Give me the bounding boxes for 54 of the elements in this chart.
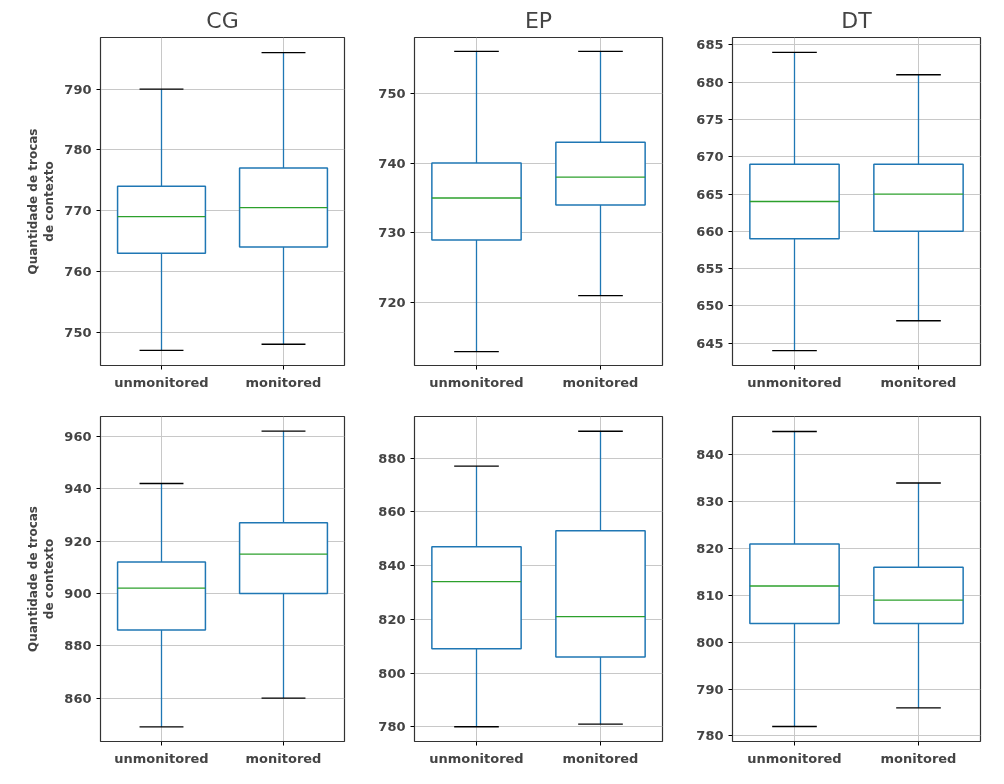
y-tick-label: 790 [64, 81, 92, 97]
y-tick-label: 880 [64, 638, 92, 654]
y-tick-label: 750 [378, 85, 406, 101]
chart-title: DT [841, 7, 873, 33]
y-tick-label: 650 [696, 298, 724, 314]
y-tick-label: 880 [378, 450, 406, 466]
y-tick-label: 860 [64, 690, 92, 706]
y-tick-label: 665 [696, 186, 724, 202]
y-tick-label: 780 [378, 719, 406, 735]
y-tick-label: 960 [64, 428, 92, 444]
y-tick-label: 800 [378, 665, 406, 681]
x-tick-label: unmonitored [747, 374, 842, 390]
x-tick-label: unmonitored [429, 750, 524, 766]
y-tick-label: 810 [696, 587, 724, 603]
y-tick-label: 860 [378, 504, 406, 520]
x-tick-label: unmonitored [114, 750, 209, 766]
x-tick-label: unmonitored [747, 750, 842, 766]
y-tick-label: 900 [64, 585, 92, 601]
y-tick-label: 660 [696, 223, 724, 239]
y-tick-label: 920 [64, 533, 92, 549]
y-tick-label: 645 [696, 335, 724, 351]
y-tick-label: 680 [696, 74, 724, 90]
y-axis-title: Quantidade de trocas de contexto [25, 128, 57, 275]
x-tick-label: unmonitored [429, 374, 524, 390]
y-tick-label: 830 [696, 494, 724, 510]
y-tick-label: 730 [378, 225, 406, 241]
y-tick-label: 685 [696, 37, 724, 53]
chart-title: EP [524, 7, 553, 33]
x-tick-label: monitored [245, 750, 322, 766]
y-tick-label: 790 [696, 681, 724, 697]
x-tick-label: unmonitored [114, 374, 209, 390]
y-tick-label: 800 [696, 634, 724, 650]
y-tick-label: 760 [64, 263, 92, 279]
chart-title: CG [206, 7, 239, 33]
y-tick-label: 840 [378, 558, 406, 574]
y-tick-label: 780 [696, 728, 724, 744]
y-tick-label: 740 [378, 155, 406, 171]
y-tick-label: 770 [64, 203, 92, 219]
y-tick-label: 820 [378, 611, 406, 627]
x-tick-label: monitored [562, 374, 639, 390]
x-tick-label: monitored [245, 374, 322, 390]
y-tick-label: 750 [64, 324, 92, 340]
y-tick-label: 675 [696, 112, 724, 127]
y-tick-label: 655 [696, 261, 724, 277]
y-tick-label: 820 [696, 541, 724, 557]
y-axis-title: Quantidade de trocas de contexto [25, 505, 57, 652]
x-tick-label: monitored [880, 374, 957, 390]
y-tick-label: 840 [696, 447, 724, 463]
y-tick-label: 940 [64, 481, 92, 497]
y-tick-label: 780 [64, 142, 92, 158]
x-tick-label: monitored [880, 750, 957, 766]
y-tick-label: 720 [378, 295, 406, 311]
y-tick-label: 670 [696, 149, 724, 165]
x-tick-label: monitored [562, 750, 639, 766]
